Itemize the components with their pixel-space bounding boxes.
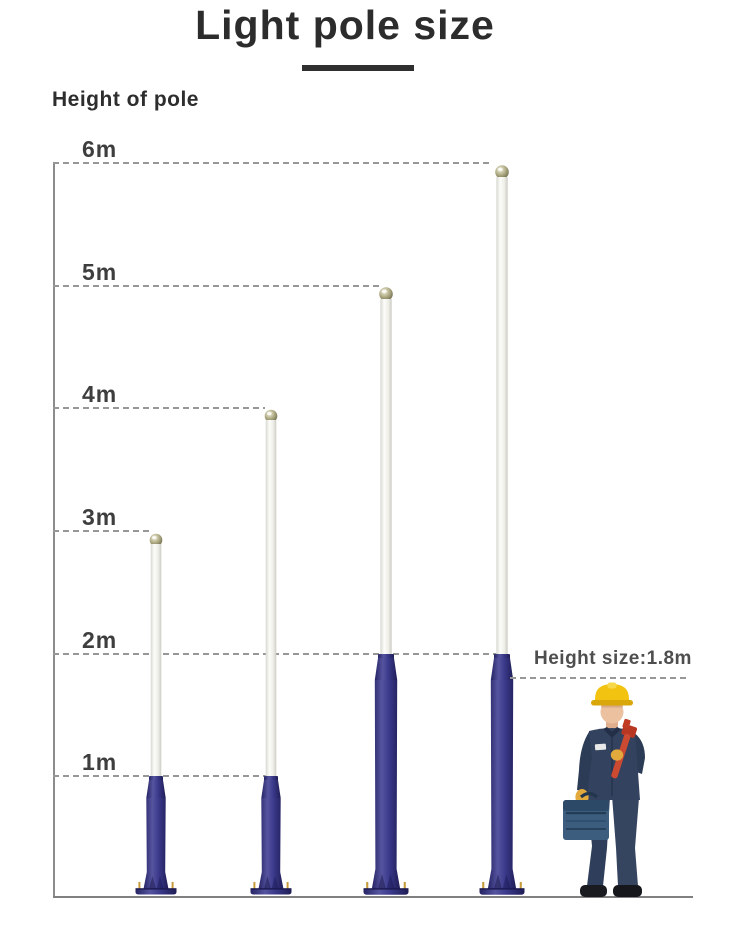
dashed-line-6m bbox=[53, 162, 493, 164]
pole-5m-illustration bbox=[363, 287, 409, 895]
person-height-dashed-line bbox=[510, 677, 686, 679]
tick-label-2m: 2m bbox=[82, 627, 118, 653]
toolbox-icon bbox=[563, 791, 609, 840]
worker-illustration bbox=[563, 682, 645, 897]
dashed-line-3m bbox=[53, 530, 150, 532]
ground-line bbox=[53, 896, 693, 898]
pole-6m bbox=[478, 164, 526, 898]
pole-4m-illustration bbox=[250, 409, 292, 895]
pole-3m bbox=[134, 532, 178, 898]
tick-label-4m: 4m bbox=[82, 381, 118, 407]
tick-label-5m: 5m bbox=[82, 259, 118, 285]
dashed-line-4m bbox=[53, 407, 265, 409]
tick-label-3m: 3m bbox=[82, 504, 118, 530]
worker-shoe bbox=[580, 885, 607, 897]
pole-3m-illustration bbox=[135, 533, 177, 895]
pole-top-ball-icon bbox=[495, 165, 509, 179]
hard-hat-icon bbox=[595, 684, 629, 702]
person-height-label: Height size:1.8m bbox=[534, 648, 692, 669]
chest-badge bbox=[594, 743, 607, 751]
pole-top-ball-icon bbox=[379, 287, 393, 301]
tick-label-6m: 6m bbox=[82, 136, 118, 162]
worker-leg bbox=[612, 796, 639, 886]
worker-arm bbox=[577, 732, 592, 792]
pole-5m bbox=[362, 286, 410, 898]
title-underline bbox=[302, 65, 414, 71]
pole-6m-illustration bbox=[479, 165, 525, 895]
tick-label-1m: 1m bbox=[82, 749, 118, 775]
axis-label: Height of pole bbox=[52, 88, 199, 111]
glove bbox=[610, 749, 624, 761]
worker-shoe bbox=[613, 885, 642, 897]
page-title: Light pole size bbox=[195, 2, 495, 48]
worker-figure bbox=[551, 678, 663, 898]
pole-4m bbox=[249, 408, 293, 898]
dashed-line-5m bbox=[53, 285, 380, 287]
